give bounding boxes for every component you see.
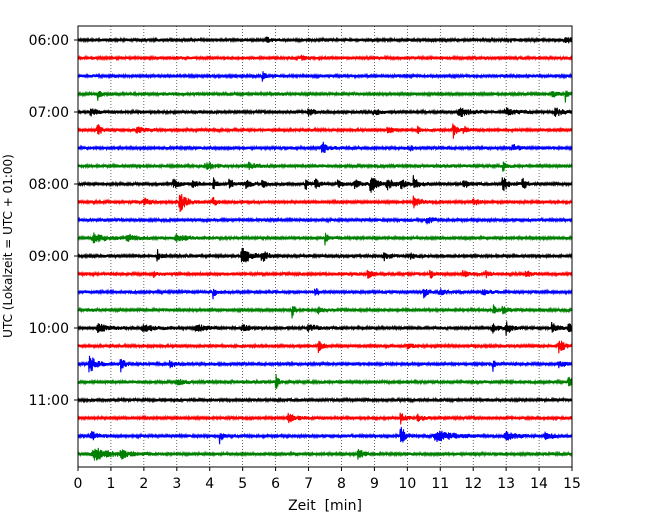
x-tick-label: 14 (530, 476, 548, 492)
trace-0615 (77, 54, 573, 62)
x-tick-label: 13 (497, 476, 515, 492)
y-tick-label: 11:00 (29, 393, 69, 409)
y-axis-label: UTC (Lokalzeit = UTC + 01:00) (1, 154, 15, 338)
trace-0700 (77, 107, 573, 118)
x-tick-label: 6 (271, 476, 280, 492)
x-tick-label: 7 (304, 476, 313, 492)
trace-0815 (77, 194, 573, 213)
y-tick-label: 08:00 (29, 177, 69, 193)
x-tick-label: 15 (563, 476, 581, 492)
trace-0600 (77, 36, 573, 44)
trace-1045 (77, 374, 573, 389)
x-axis-label: Zeit [min] (288, 498, 362, 514)
trace-0730 (77, 141, 573, 153)
trace-1000 (77, 321, 573, 336)
trace-0915 (77, 269, 573, 279)
trace-0745 (77, 161, 573, 172)
trace-1130 (77, 426, 573, 445)
y-tick-label: 07:00 (29, 105, 69, 121)
x-tick-label: 5 (238, 476, 247, 492)
x-tick-label: 10 (398, 476, 416, 492)
x-tick-label: 9 (370, 476, 379, 492)
trace-0900 (77, 247, 573, 263)
x-tick-label: 3 (172, 476, 181, 492)
y-tick-label: 10:00 (29, 321, 69, 337)
trace-0830 (77, 216, 573, 225)
y-axis-ticks: 06:00 07:00 08:00 09:00 10:00 11:00 (29, 33, 78, 409)
trace-0630 (77, 71, 573, 82)
trace-0845 (77, 232, 573, 246)
x-tick-label: 0 (74, 476, 83, 492)
trace-1100 (77, 396, 573, 404)
trace-0945 (77, 304, 573, 319)
x-axis-ticks: 0 1 2 3 4 5 6 7 8 9 10 11 12 13 14 15 (74, 467, 581, 492)
trace-1030 (77, 355, 573, 373)
trace-0715 (77, 123, 573, 139)
x-tick-label: 1 (106, 476, 115, 492)
x-tick-label: 8 (337, 476, 346, 492)
plot-frame (77, 25, 573, 468)
x-tick-label: 12 (464, 476, 482, 492)
x-tick-label: 11 (431, 476, 449, 492)
x-tick-label: 2 (139, 476, 148, 492)
trace-0800 (77, 175, 573, 193)
trace-0645 (77, 90, 573, 103)
y-tick-label: 09:00 (29, 249, 69, 265)
x-tick-label: 4 (205, 476, 214, 492)
trace-1015 (77, 340, 573, 354)
seismic-traces (77, 36, 573, 461)
trace-0930 (77, 287, 573, 300)
trace-1115 (77, 412, 573, 425)
trace-1145 (77, 447, 573, 461)
plot-background (78, 26, 572, 467)
y-tick-label: 06:00 (29, 33, 69, 49)
